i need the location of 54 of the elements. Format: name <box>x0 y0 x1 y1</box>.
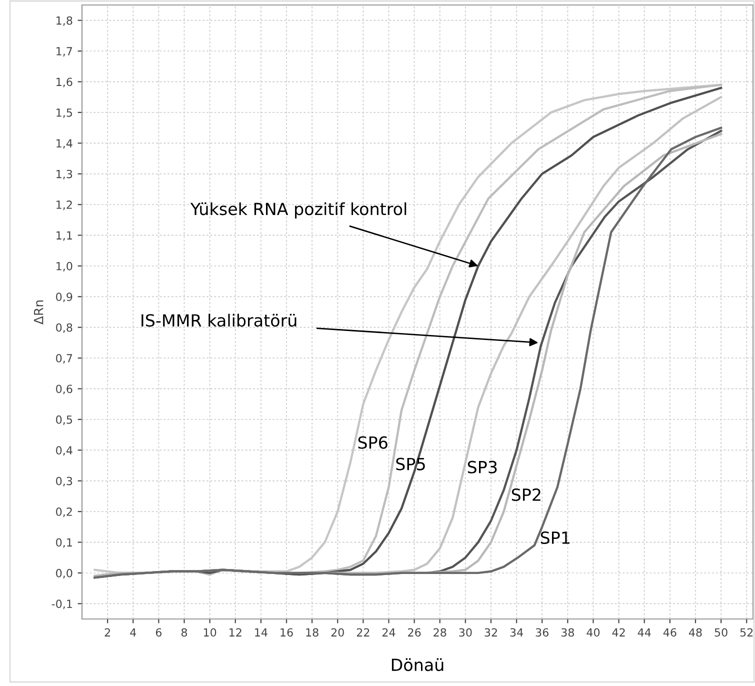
x-tick-label: 42 <box>612 628 625 636</box>
x-tick-label: 20 <box>331 628 344 637</box>
annotation: Yüksek RNA pozitif kontrol <box>190 202 406 218</box>
series-label: SP3 <box>468 460 497 474</box>
y-tick-label: 1,2 <box>56 200 72 210</box>
y-tick-label: 1,6 <box>56 78 72 88</box>
series-label: SP6 <box>358 436 388 449</box>
y-tick-label: 0,1 <box>56 538 72 548</box>
x-tick-label: 12 <box>230 628 242 636</box>
y-axis-title: ΔRn <box>34 300 44 324</box>
y-tick-label: 1,1 <box>56 231 72 241</box>
x-tick-label: 52 <box>740 628 753 637</box>
y-tick-label: 0,8 <box>56 323 72 333</box>
x-tick-label: 22 <box>356 628 370 636</box>
y-tick-label: 0,9 <box>56 292 72 302</box>
y-tick-label: 1,7 <box>56 47 72 57</box>
annotation: IS-MMR kalibratörü <box>142 314 296 327</box>
y-tick-label: 0,0 <box>56 568 72 578</box>
x-tick-label: 28 <box>434 628 446 637</box>
x-tick-label: 16 <box>280 628 293 637</box>
x-tick-label: 46 <box>663 628 676 637</box>
x-tick-label: 8 <box>181 628 188 637</box>
x-tick-label: 10 <box>204 628 216 637</box>
y-tick-label: 0,6 <box>56 384 72 394</box>
y-tick-label: 0,2 <box>56 508 72 518</box>
x-tick-label: 36 <box>536 628 548 637</box>
x-tick-label: 30 <box>459 628 472 637</box>
x-tick-label: 14 <box>255 628 268 636</box>
x-tick-label: 24 <box>382 628 396 636</box>
x-tick-label: 34 <box>510 628 523 637</box>
y-tick-label: 1,0 <box>56 262 72 272</box>
y-tick-label: 1,8 <box>56 16 72 26</box>
series-label: SP2 <box>512 488 540 502</box>
y-tick-label: 0,4 <box>56 446 72 456</box>
x-tick-label: 40 <box>586 628 600 637</box>
x-tick-label: 50 <box>714 628 728 637</box>
series-label: SP1 <box>540 531 570 544</box>
y-tick-label: 0,7 <box>56 354 72 364</box>
y-tick-label: 1,3 <box>56 170 72 180</box>
x-tick-label: 44 <box>638 628 651 636</box>
x-tick-label: 26 <box>408 628 421 637</box>
y-tick-label: 0,3 <box>56 476 72 486</box>
x-tick-label: 38 <box>561 628 574 637</box>
x-tick-label: 18 <box>306 628 318 637</box>
x-axis-title: Dönaü <box>392 658 444 672</box>
x-tick-label: 6 <box>156 628 162 637</box>
y-tick-label: -0,1 <box>52 600 72 610</box>
x-tick-label: 4 <box>130 628 136 636</box>
y-tick-label: 1,4 <box>56 139 72 149</box>
y-tick-label: 0,5 <box>56 415 72 425</box>
x-tick-label: 2 <box>104 628 110 636</box>
x-tick-label: 32 <box>484 628 497 637</box>
x-tick-label: 48 <box>688 628 702 637</box>
y-tick-label: 1,5 <box>56 108 72 118</box>
